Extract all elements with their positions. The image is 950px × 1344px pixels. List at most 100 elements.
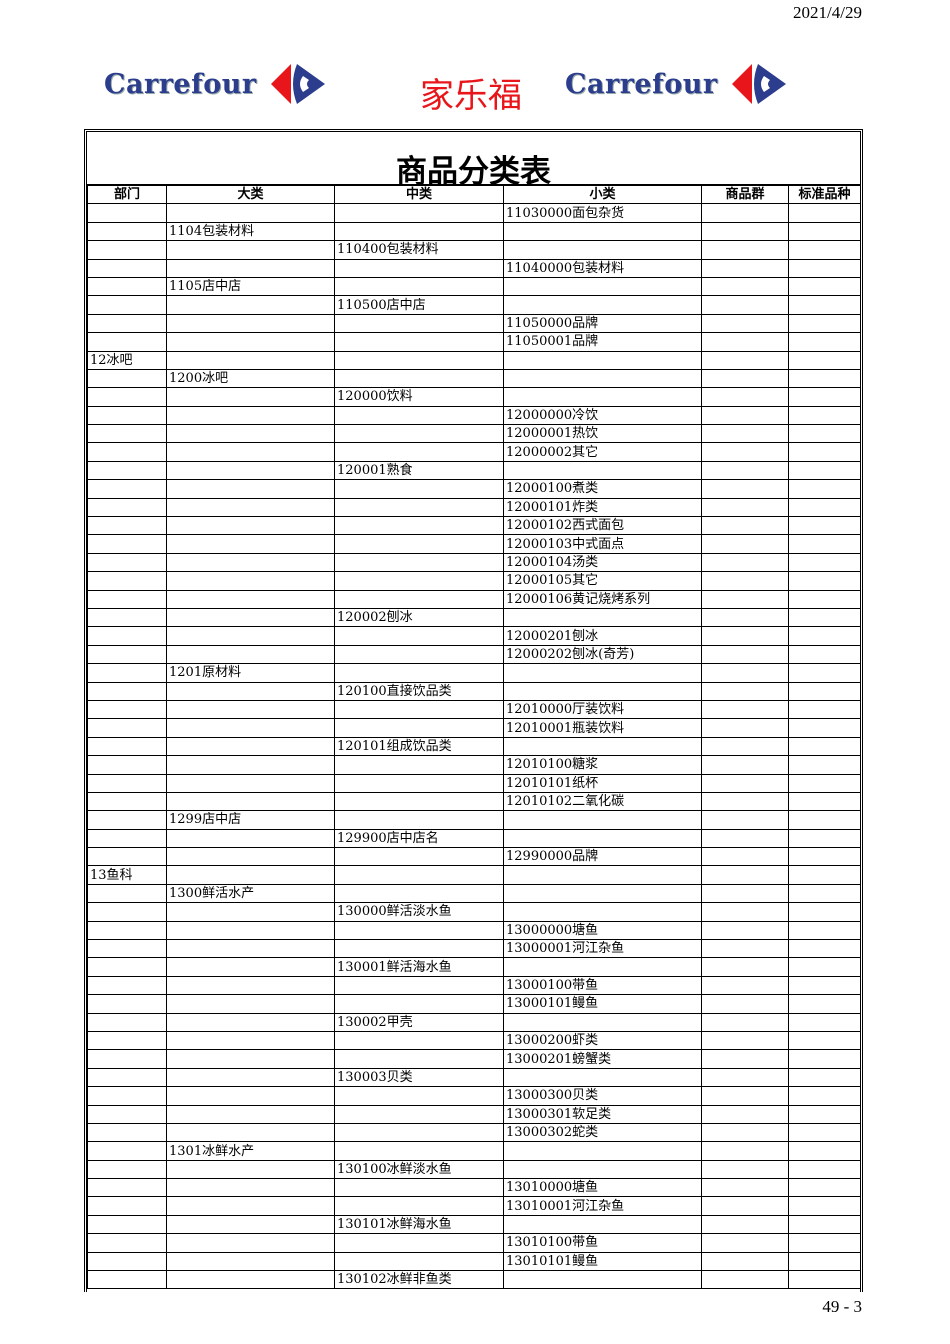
cell-mid-category: [334, 626, 504, 646]
cell-minor-category: 12000102西式面包: [503, 516, 702, 536]
table-row: 11040000包装材料: [87, 258, 861, 278]
cell-major-category: 1301冰鲜水产: [166, 1141, 335, 1161]
cell-product-group: [701, 699, 789, 720]
cell-minor-category: 13000302蛇类: [503, 1122, 702, 1143]
cell-minor-category: [503, 1270, 702, 1290]
cell-mid-category: [334, 1251, 504, 1272]
cell-minor-category: 12000000冷饮: [503, 405, 702, 426]
cell-product-group: [701, 516, 789, 536]
header-row: 部门 大类 中类 小类 商品群 标准品种: [87, 184, 861, 205]
cell-minor-category: [503, 810, 702, 830]
table-row: 12000202刨冰(奇芳): [87, 644, 861, 665]
col-header-major-category: 大类: [166, 184, 335, 205]
cell-product-group: [701, 460, 789, 481]
cell-product-group: [701, 479, 789, 499]
cell-product-group: [701, 736, 789, 757]
cell-product-group: [701, 368, 789, 389]
cell-minor-category: [503, 240, 702, 260]
cell-minor-category: 11050000品牌: [503, 313, 702, 334]
table-row: 13000302蛇类: [87, 1122, 861, 1143]
table-row: 13000200虾类: [87, 1030, 861, 1051]
cell-department: [87, 883, 167, 904]
cell-major-category: [166, 699, 335, 720]
cell-department: [87, 1159, 167, 1180]
cell-mid-category: [334, 939, 504, 959]
cell-mid-category: [334, 203, 504, 223]
cell-major-category: [166, 350, 335, 370]
table-row: 12000101炸类: [87, 497, 861, 518]
cell-mid-category: [334, 920, 504, 941]
cell-product-group: [701, 681, 789, 701]
cell-major-category: 1200冰吧: [166, 368, 335, 389]
cell-standard-variety: [788, 258, 861, 278]
table-row: 12000201刨冰: [87, 626, 861, 646]
cell-major-category: [166, 1104, 335, 1124]
cell-major-category: [166, 865, 335, 885]
table-row: 110400包装材料: [87, 240, 861, 260]
cell-department: [87, 424, 167, 444]
cell-mid-category: [334, 534, 504, 554]
cell-major-category: [166, 1178, 335, 1198]
cell-standard-variety: [788, 1067, 861, 1088]
cell-major-category: [166, 1270, 335, 1290]
table-row: 13010000塘鱼: [87, 1178, 861, 1198]
cell-department: [87, 1178, 167, 1198]
cell-product-group: [701, 1122, 789, 1143]
cell-minor-category: 12000201刨冰: [503, 626, 702, 646]
cell-mid-category: 110400包装材料: [334, 240, 504, 260]
cell-standard-variety: [788, 1122, 861, 1143]
table-row: 11050001品牌: [87, 332, 861, 352]
cell-department: [87, 534, 167, 554]
cell-minor-category: 12000103中式面点: [503, 534, 702, 554]
cell-product-group: [701, 1159, 789, 1180]
cell-standard-variety: [788, 387, 861, 407]
table-row: 13000100带鱼: [87, 975, 861, 996]
cell-major-category: [166, 295, 335, 315]
cell-major-category: [166, 607, 335, 628]
table-row: 12000100煮类: [87, 479, 861, 499]
cell-major-category: 1299店中店: [166, 810, 335, 830]
cell-mid-category: [334, 1049, 504, 1069]
cell-major-category: [166, 424, 335, 444]
cell-major-category: [166, 791, 335, 812]
cell-department: [87, 332, 167, 352]
cell-product-group: [701, 847, 789, 867]
cell-standard-variety: [788, 681, 861, 701]
cell-standard-variety: [788, 368, 861, 389]
table-row: 13000001河江杂鱼: [87, 939, 861, 959]
col-header-department: 部门: [87, 184, 167, 205]
carrefour-logo-right: Carrefour: [565, 58, 790, 110]
cell-major-category: [166, 1233, 335, 1253]
cell-minor-category: [503, 957, 702, 977]
cell-standard-variety: [788, 276, 861, 297]
cell-minor-category: 12010000厅装饮料: [503, 699, 702, 720]
cell-major-category: [166, 626, 335, 646]
cell-department: [87, 479, 167, 499]
table-row: 12000102西式面包: [87, 516, 861, 536]
cell-product-group: [701, 313, 789, 334]
cell-product-group: [701, 1141, 789, 1161]
cell-mid-category: [334, 552, 504, 573]
cell-major-category: [166, 1251, 335, 1272]
table-row: 12010000厅装饮料: [87, 699, 861, 720]
cell-mid-category: 130002甲壳: [334, 1012, 504, 1032]
cell-minor-category: [503, 387, 702, 407]
cell-standard-variety: [788, 607, 861, 628]
cell-product-group: [701, 571, 789, 591]
cell-department: [87, 1233, 167, 1253]
cell-department: [87, 699, 167, 720]
cell-department: [87, 828, 167, 849]
cell-department: [87, 1067, 167, 1088]
cell-mid-category: [334, 1122, 504, 1143]
cell-mid-category: 130001鲜活海水鱼: [334, 957, 504, 977]
cell-standard-variety: [788, 1030, 861, 1051]
cell-standard-variety: [788, 847, 861, 867]
cell-department: [87, 810, 167, 830]
table-row: 1104包装材料: [87, 221, 861, 242]
cell-standard-variety: [788, 1251, 861, 1272]
cell-major-category: 1300鲜活水产: [166, 883, 335, 904]
cell-mid-category: 130102冰鲜非鱼类: [334, 1270, 504, 1290]
cell-standard-variety: [788, 718, 861, 738]
cell-mid-category: [334, 1104, 504, 1124]
cell-product-group: [701, 939, 789, 959]
